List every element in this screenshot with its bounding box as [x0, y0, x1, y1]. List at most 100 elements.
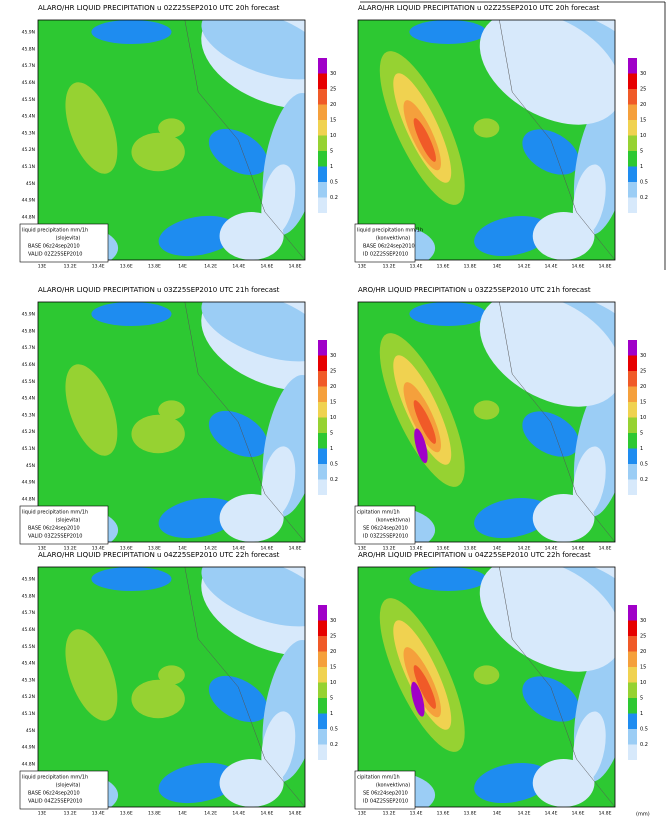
info-text: (konvektivna) [376, 783, 410, 789]
info-text: cipitation mm/1h [357, 510, 400, 516]
lon-label: 13E [38, 264, 47, 270]
colorbar-box [628, 73, 637, 89]
lon-label: 13.6E [437, 264, 450, 270]
lon-label: 13.2E [383, 546, 396, 552]
lon-label: 13.4E [92, 811, 105, 817]
lat-label: 45.5N [22, 644, 35, 650]
colorbar-label: 5 [330, 696, 333, 702]
field-shape [411, 681, 425, 717]
lon-label: 14.2E [204, 811, 217, 817]
field-shape [473, 665, 500, 685]
colorbar-box [318, 135, 327, 151]
colorbar-box [628, 744, 637, 760]
field-shape [158, 497, 238, 539]
coastline [499, 567, 615, 807]
colorbar-label: 20 [640, 649, 646, 655]
info-text: VALID 03Z25SEP2010 [28, 534, 82, 540]
colorbar-box [628, 698, 637, 714]
lat-label: 45.3N [22, 130, 35, 136]
colorbar-label: 0.5 [640, 727, 648, 733]
lat-label: 45.5N [22, 379, 35, 385]
colorbar-box [318, 479, 327, 495]
field-shape [522, 411, 580, 457]
colorbar-label: 5 [330, 431, 333, 437]
lat-label: 45.7N [22, 345, 35, 351]
info-text: VALID 04Z25SEP2010 [28, 799, 82, 805]
lon-label: 13E [358, 546, 367, 552]
map-frame [37, 301, 306, 543]
lon-label: 13.2E [64, 264, 77, 270]
lon-label: 13.4E [410, 264, 423, 270]
lat-label: 45.1N [22, 711, 35, 717]
colorbar-box [318, 89, 327, 105]
colorbar-box [628, 620, 637, 636]
colorbar-box [628, 479, 637, 495]
field-shape [409, 20, 487, 44]
colorbar-box [318, 636, 327, 652]
field-shape [158, 762, 238, 804]
info-text: liquid precipitation mm/1h [22, 510, 88, 516]
info-text: ID 02Z25SEP2010 [363, 252, 408, 258]
lon-label: 13.4E [92, 264, 105, 270]
lat-label: 45.2N [22, 429, 35, 435]
info-text: (konvektivna) [376, 236, 410, 242]
map-panel: ALARO/HR LIQUID PRECIPITATION u 04Z25SEP… [19, 551, 338, 817]
info-text: BASE 06z24sep2010 [28, 791, 80, 797]
lon-label: 13.6E [120, 264, 133, 270]
colorbar-label: 20 [640, 384, 646, 390]
colorbar-box [318, 620, 327, 636]
field-shape [131, 679, 185, 719]
field-shape [479, 567, 615, 672]
colorbar-label: 25 [330, 369, 336, 375]
lat-label: 45.1N [22, 446, 35, 452]
colorbar-label: 1 [640, 711, 643, 717]
lon-label: 14.4E [545, 811, 558, 817]
lat-label: 44.8N [22, 215, 35, 221]
lon-label: 13.2E [383, 264, 396, 270]
lat-label: 44.9N [22, 198, 35, 204]
lat-label: 44.8N [22, 497, 35, 503]
colorbar-box [628, 104, 637, 120]
lon-label: 14.8E [599, 264, 612, 270]
colorbar-box [628, 166, 637, 182]
lon-label: 14E [493, 546, 502, 552]
colorbar-box [628, 667, 637, 683]
lon-label: 13.6E [120, 546, 133, 552]
field-shape [65, 629, 118, 721]
field-shape [201, 20, 305, 80]
lon-label: 14E [178, 264, 187, 270]
colorbar-box [318, 402, 327, 418]
field-shape [65, 82, 118, 174]
colorbar-box [318, 371, 327, 387]
field-shape [413, 118, 436, 162]
field-shape [414, 428, 428, 464]
info-text: VALID 02Z25SEP2010 [28, 252, 82, 258]
colorbar-box [318, 58, 327, 74]
lat-label: 45.1N [22, 164, 35, 170]
map-frame [357, 301, 616, 543]
lon-label: 13.8E [148, 811, 161, 817]
colorbar-box [628, 605, 637, 621]
colorbar-box [628, 433, 637, 449]
field-shape [473, 400, 500, 420]
lon-label: 13.4E [92, 546, 105, 552]
colorbar-label: 5 [640, 431, 643, 437]
colorbar-label: 0.5 [330, 462, 338, 468]
colorbar-label: 0.2 [330, 477, 338, 483]
colorbar-box [318, 682, 327, 698]
lat-label: 45.9N [22, 577, 35, 583]
colorbar-box [318, 667, 327, 683]
colorbar-box [628, 729, 637, 745]
map-frame [357, 19, 616, 261]
colorbar-label: 15 [640, 665, 646, 671]
lon-label: 14E [178, 811, 187, 817]
colorbar-label: 25 [640, 634, 646, 640]
colorbar-label: 0.2 [640, 477, 648, 483]
colorbar-box [318, 464, 327, 480]
colorbar-label: 30 [330, 353, 336, 359]
colorbar-label: 30 [640, 618, 646, 624]
lat-label: 44.9N [22, 480, 35, 486]
lon-label: 14.8E [289, 811, 302, 817]
lon-label: 14.4E [232, 264, 245, 270]
